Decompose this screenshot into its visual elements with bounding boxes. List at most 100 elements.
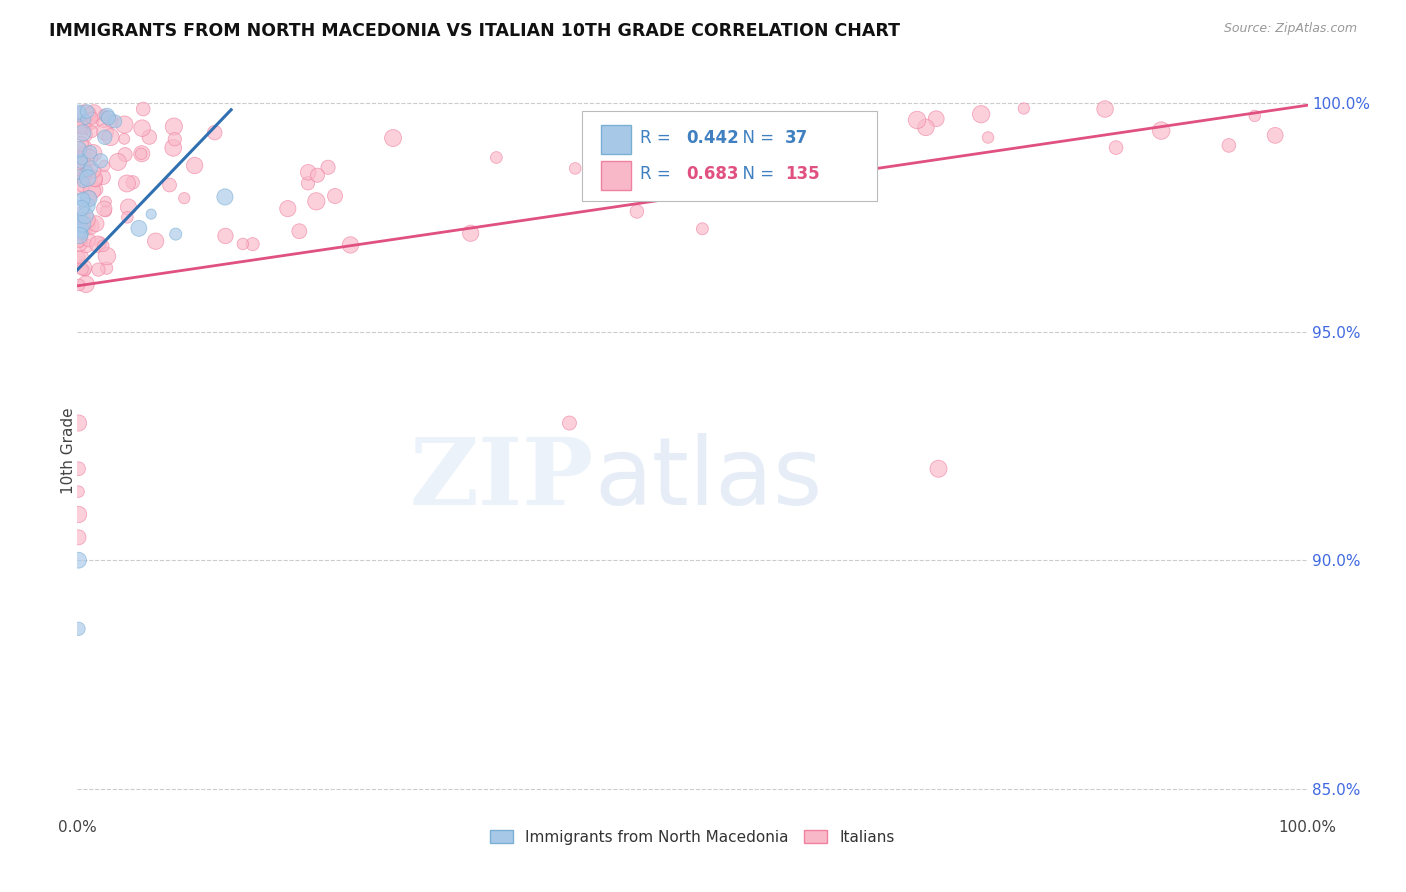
- Point: [214, 190, 236, 204]
- Point: [323, 189, 346, 203]
- Point: [73, 162, 96, 177]
- Point: [72, 227, 94, 241]
- Point: [69, 228, 91, 243]
- Point: [76, 164, 98, 178]
- Point: [72, 163, 94, 178]
- Text: ZIP: ZIP: [409, 434, 595, 524]
- Text: Source: ZipAtlas.com: Source: ZipAtlas.com: [1223, 22, 1357, 36]
- Point: [138, 130, 160, 145]
- Point: [72, 152, 94, 166]
- Text: IMMIGRANTS FROM NORTH MACEDONIA VS ITALIAN 10TH GRADE CORRELATION CHART: IMMIGRANTS FROM NORTH MACEDONIA VS ITALI…: [49, 22, 900, 40]
- Point: [67, 484, 90, 499]
- Point: [297, 165, 319, 179]
- Point: [1264, 128, 1286, 143]
- Point: [67, 166, 90, 180]
- Point: [80, 114, 103, 128]
- Point: [1243, 109, 1265, 123]
- Point: [69, 236, 91, 251]
- Point: [72, 217, 94, 231]
- Point: [714, 162, 737, 177]
- Text: N =: N =: [733, 165, 773, 183]
- Point: [84, 173, 107, 187]
- Point: [73, 164, 96, 178]
- Point: [70, 153, 93, 167]
- Point: [305, 194, 328, 209]
- Point: [100, 130, 122, 145]
- Point: [183, 159, 205, 173]
- Point: [117, 211, 139, 225]
- Point: [75, 277, 97, 292]
- Point: [96, 249, 118, 263]
- Point: [72, 161, 94, 176]
- Legend: Immigrants from North Macedonia, Italians: Immigrants from North Macedonia, Italian…: [484, 824, 901, 851]
- Point: [69, 119, 91, 133]
- Point: [75, 217, 97, 231]
- Point: [131, 146, 153, 161]
- Point: [73, 155, 96, 169]
- Point: [67, 277, 90, 292]
- Point: [288, 224, 311, 238]
- Point: [132, 102, 155, 116]
- Point: [79, 106, 101, 120]
- Point: [70, 262, 93, 277]
- Point: [80, 184, 103, 198]
- Point: [79, 145, 101, 160]
- Point: [93, 112, 115, 127]
- Point: [94, 194, 117, 209]
- Point: [297, 176, 319, 190]
- Point: [162, 141, 184, 155]
- Point: [77, 233, 100, 247]
- Point: [80, 161, 103, 175]
- Text: R =: R =: [640, 165, 675, 183]
- Point: [835, 148, 858, 162]
- Point: [114, 118, 136, 132]
- Point: [67, 142, 90, 156]
- Text: 135: 135: [785, 165, 820, 183]
- Point: [242, 237, 264, 252]
- Point: [339, 238, 361, 252]
- Point: [94, 110, 117, 124]
- Point: [131, 121, 153, 136]
- Point: [114, 147, 136, 161]
- Point: [75, 112, 97, 127]
- Point: [70, 220, 93, 235]
- Point: [77, 192, 100, 206]
- Point: [94, 125, 117, 139]
- Point: [67, 107, 90, 121]
- Text: R =: R =: [640, 128, 675, 146]
- Point: [905, 113, 928, 128]
- Point: [91, 170, 114, 185]
- Point: [145, 234, 167, 248]
- Point: [89, 235, 111, 250]
- Point: [67, 213, 90, 227]
- Point: [84, 182, 107, 196]
- Point: [564, 161, 586, 176]
- Point: [73, 140, 96, 154]
- Point: [67, 462, 90, 476]
- Point: [67, 530, 90, 544]
- Point: [67, 105, 90, 120]
- Text: 0.683: 0.683: [686, 165, 738, 183]
- Point: [94, 130, 117, 145]
- Point: [72, 178, 94, 192]
- Point: [1012, 102, 1035, 116]
- Point: [96, 109, 118, 123]
- Point: [107, 155, 129, 169]
- Point: [70, 250, 93, 264]
- Point: [970, 107, 993, 121]
- Point: [77, 164, 100, 178]
- Point: [915, 120, 938, 135]
- Point: [75, 209, 97, 223]
- Point: [626, 204, 648, 219]
- Point: [83, 164, 105, 178]
- Point: [67, 250, 90, 264]
- Point: [79, 219, 101, 233]
- FancyBboxPatch shape: [602, 161, 631, 190]
- Point: [79, 151, 101, 165]
- Point: [87, 262, 110, 277]
- Point: [382, 131, 405, 145]
- Point: [73, 105, 96, 120]
- Point: [93, 202, 115, 216]
- Point: [104, 114, 127, 128]
- Point: [129, 146, 152, 161]
